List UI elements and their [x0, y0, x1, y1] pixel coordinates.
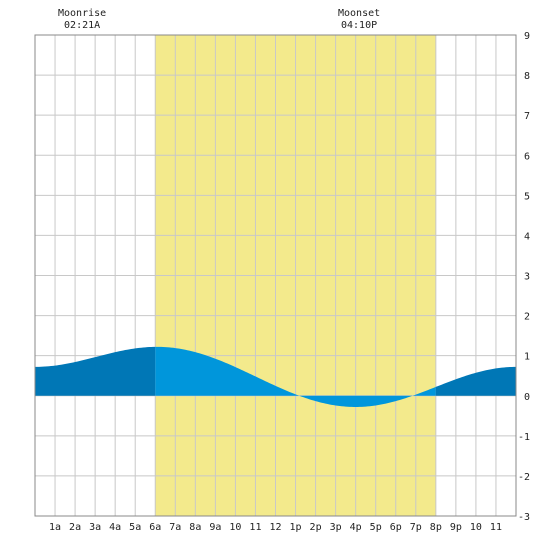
x-tick-label: 7a [169, 522, 181, 533]
y-tick-label: 7 [524, 111, 530, 122]
x-tick-label: 6p [390, 522, 402, 533]
y-tick-label: 9 [524, 31, 530, 42]
y-tick-label: 8 [524, 71, 530, 82]
x-tick-labels: 1a 2a 3a 4a 5a 6a 7a 8a 9a 10 11 12 1p 2p 3p 4p 5p 6p 7p 8p… [49, 522, 502, 533]
grid-layer [35, 35, 516, 516]
x-tick-label: 10 [229, 522, 241, 533]
tide-area-day [155, 346, 436, 407]
moonset-time: 04:10P [341, 20, 377, 31]
tide-area-night-late [435, 366, 516, 396]
x-tick-label: 3a [89, 522, 101, 533]
x-tick-label: 6a [149, 522, 161, 533]
y-tick-label: -3 [518, 512, 530, 523]
y-tick-label: 2 [524, 312, 530, 323]
x-tick-label: 4a [109, 522, 121, 533]
moonrise-time: 02:21A [64, 20, 100, 31]
x-tick-label: 5p [370, 522, 382, 533]
x-tick-label: 11 [249, 522, 261, 533]
x-tick-label: 8p [430, 522, 442, 533]
y-tick-label: 3 [524, 272, 530, 283]
x-tick-label: 9p [450, 522, 462, 533]
x-tick-label: 10 [470, 522, 482, 533]
y-tick-label: 5 [524, 191, 530, 202]
x-tick-label: 8a [189, 522, 201, 533]
x-tick-label: 12 [269, 522, 281, 533]
x-tick-label: 3p [330, 522, 342, 533]
x-tick-label: 4p [350, 522, 362, 533]
moonset-annotation: Moonset 04:10P [338, 8, 380, 31]
moonrise-label: Moonrise [58, 8, 106, 19]
moonrise-annotation: Moonrise 02:21A [58, 8, 106, 31]
y-tick-label: 0 [524, 392, 530, 403]
x-tick-label: 1a [49, 522, 61, 533]
tide-area-layer [35, 346, 516, 407]
x-tick-label: 2a [69, 522, 81, 533]
x-tick-label: 9a [209, 522, 221, 533]
y-tick-label: -2 [518, 472, 530, 483]
x-tick-label: 1p [290, 522, 302, 533]
plot-border [34, 34, 517, 517]
y-tick-label: 1 [524, 352, 530, 363]
y-tick-label: 6 [524, 151, 530, 162]
moonset-label: Moonset [338, 8, 380, 19]
x-tick-label: 2p [310, 522, 322, 533]
y-tick-label: 4 [524, 231, 530, 242]
tide-area-night-early [35, 346, 156, 396]
x-tick-label: 11 [490, 522, 502, 533]
y-tick-label: -1 [518, 432, 530, 443]
x-tick-label: 5a [129, 522, 141, 533]
x-tick-label: 7p [410, 522, 422, 533]
y-tick-labels: -3 -2 -1 0 1 2 3 4 5 6 7 8 9 [518, 31, 530, 523]
